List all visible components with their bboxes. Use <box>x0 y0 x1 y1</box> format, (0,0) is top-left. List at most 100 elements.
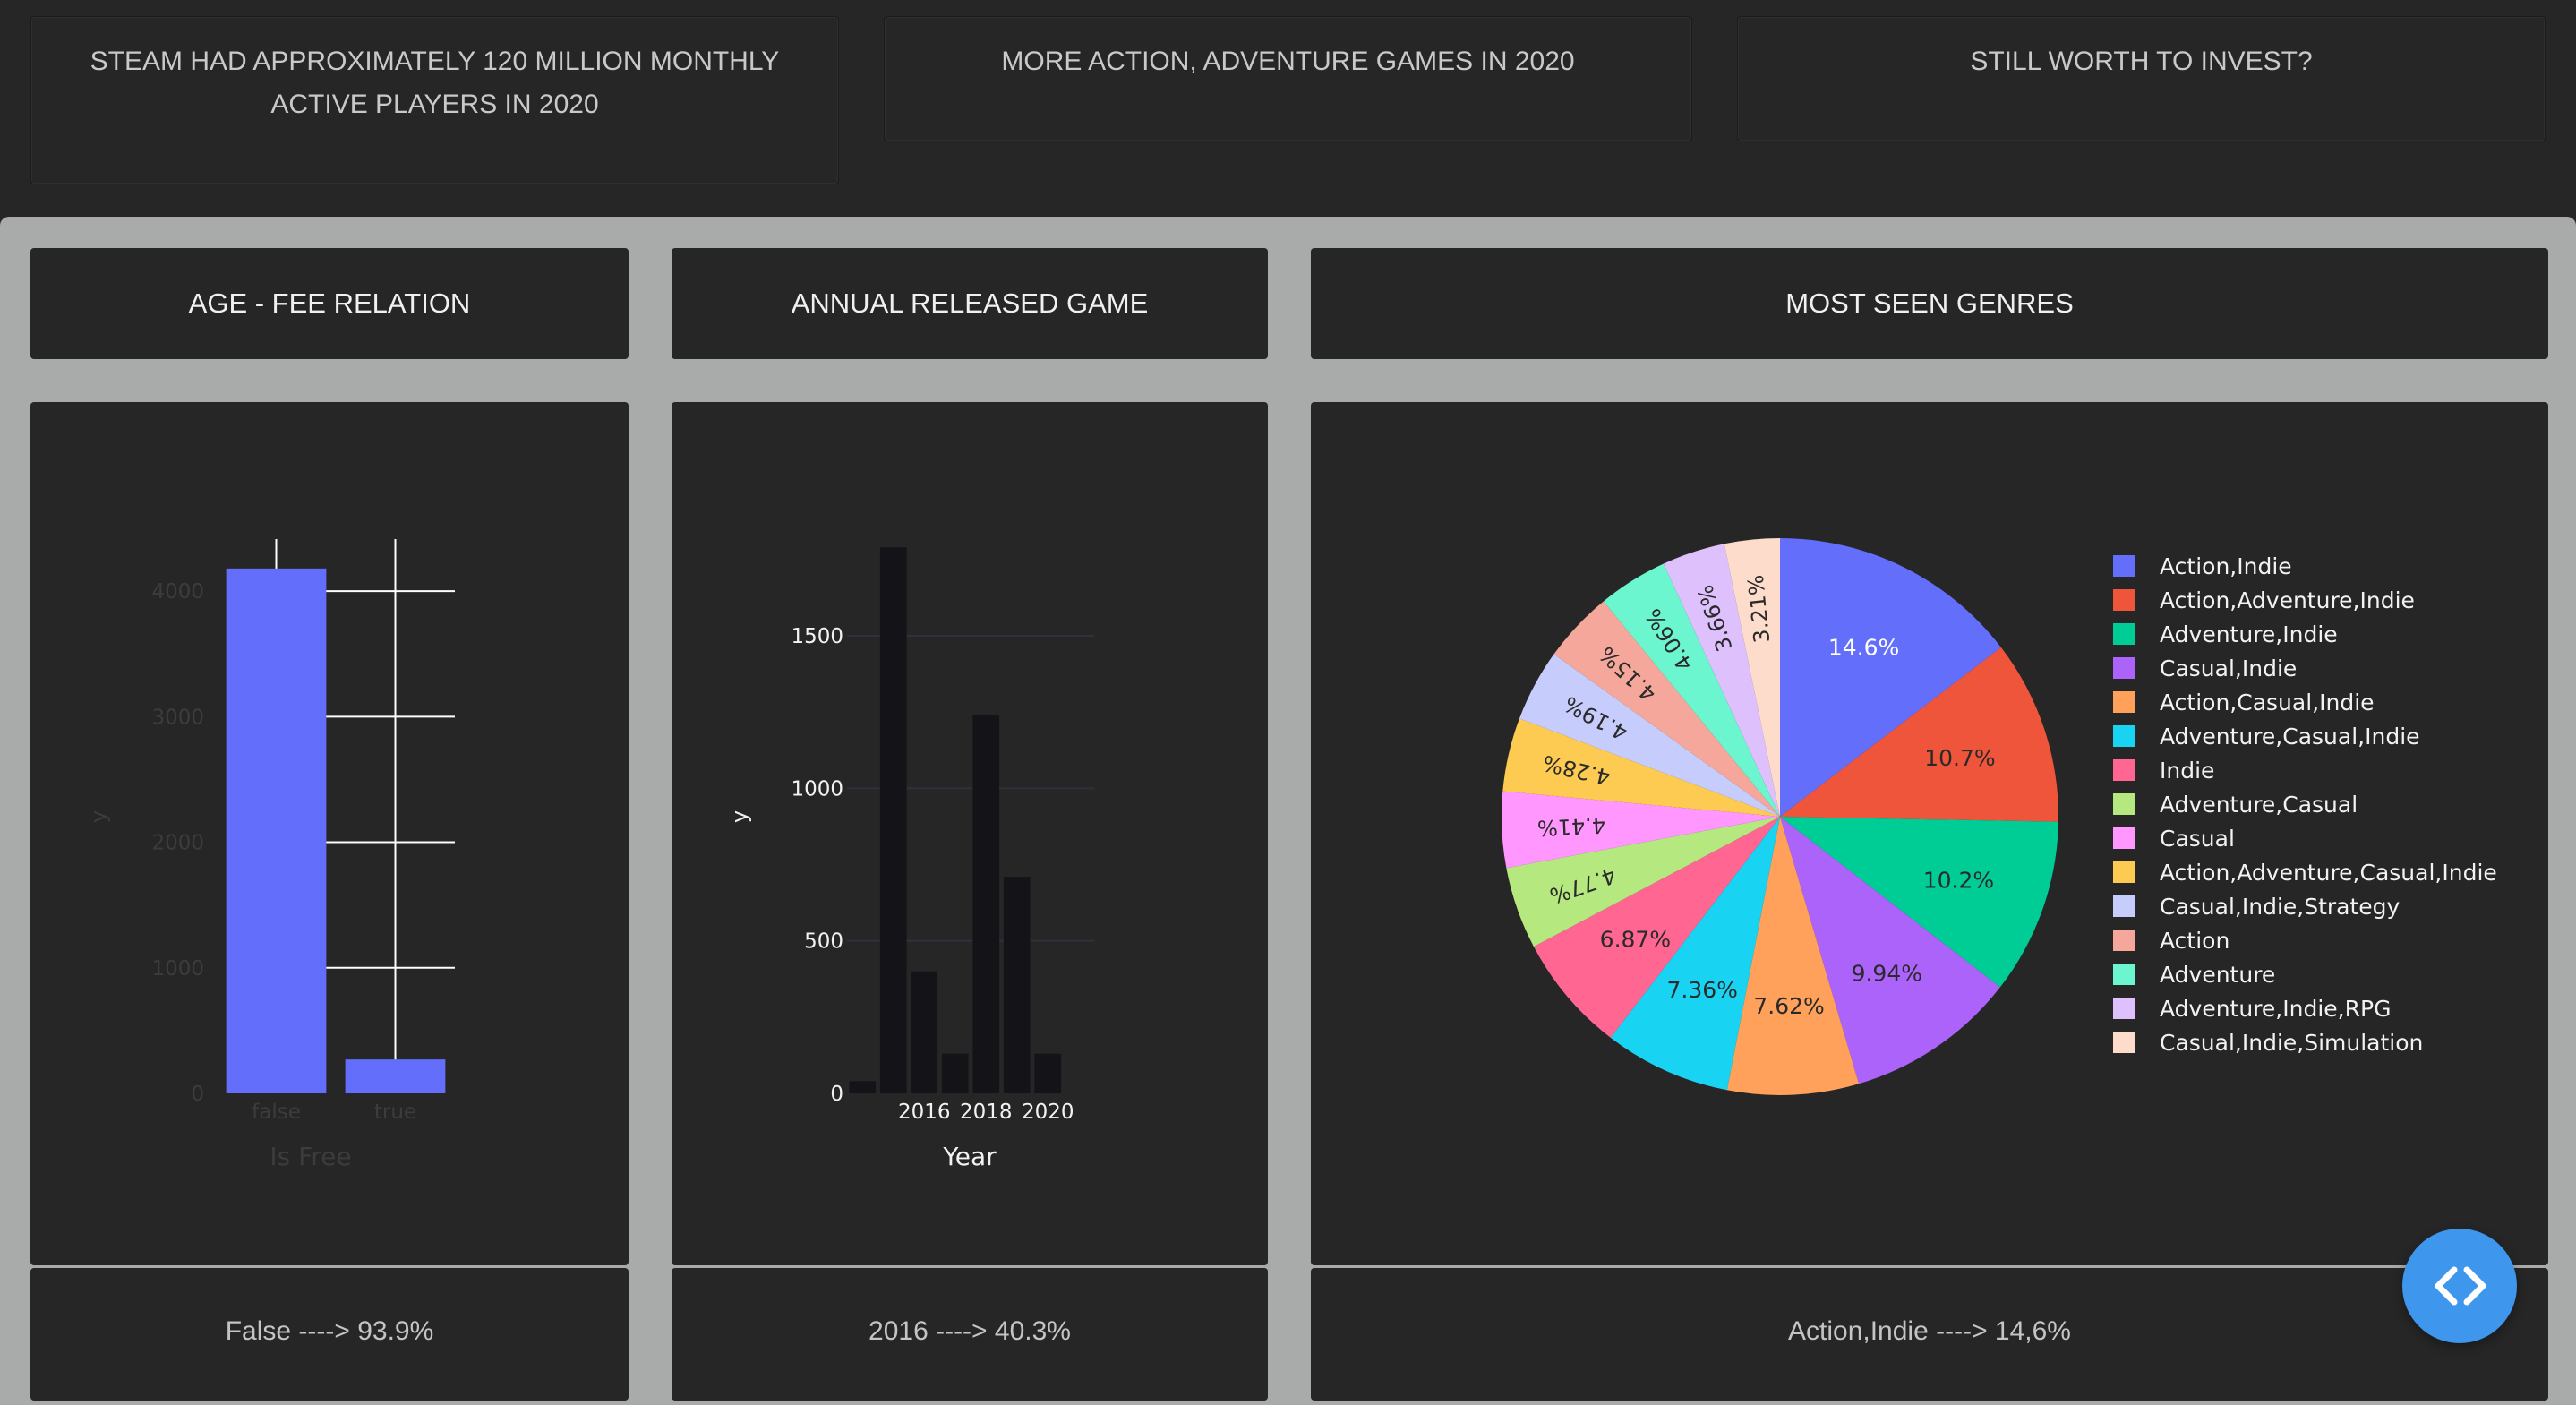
pie-slice-2 <box>1780 647 2058 822</box>
legend-swatch <box>2113 725 2135 747</box>
legend-swatch <box>2113 589 2135 611</box>
headline-line-2: ACTIVE PLAYERS IN 2020 <box>270 90 599 119</box>
annual-title-panel: ANNUAL RELEASED GAME <box>672 248 1268 359</box>
pie-slice-7 <box>1533 817 1780 1038</box>
y-tick-label: 1000 <box>791 777 843 801</box>
legend-label: Adventure,Indie,RPG <box>2160 996 2391 1022</box>
legend-label: Action,Casual,Indie <box>2160 690 2375 715</box>
y-tick-label: 4000 <box>151 580 204 604</box>
headline-line-1: STILL WORTH TO INVEST? <box>1970 47 2313 76</box>
y-tick-label: 3000 <box>151 706 204 729</box>
legend-label: Casual <box>2160 826 2235 852</box>
pie-value-label: 7.62% <box>1753 993 1824 1019</box>
x-axis-title: Year <box>942 1142 997 1171</box>
annual-chart-panel: 0 500 1000 1500 2016 2018 2020 Year y <box>672 402 1268 1265</box>
pie-slice-12 <box>1553 601 1780 817</box>
legend-label: Adventure <box>2160 962 2275 988</box>
x-tick-label: 2018 <box>960 1101 1013 1124</box>
pie-slice-9 <box>1502 791 1780 869</box>
pie-value-label: 6.87% <box>1600 926 1671 952</box>
age-fee-summary: False ----> 93.9% <box>225 1316 434 1346</box>
legend-label: Adventure,Casual <box>2160 792 2358 818</box>
code-toggle-button[interactable] <box>2402 1229 2517 1343</box>
legend-label: Adventure,Indie <box>2160 621 2338 647</box>
pie-slice-15 <box>1724 538 1780 817</box>
legend-label: Indie <box>2160 758 2214 784</box>
age-fee-title: AGE - FEE RELATION <box>188 287 471 319</box>
x-axis-title: Is Free <box>270 1142 351 1171</box>
bar-year-2016 <box>911 971 938 1093</box>
legend-swatch <box>2113 998 2135 1019</box>
pie-slice-14 <box>1663 544 1780 817</box>
pie-slice-13 <box>1603 563 1780 817</box>
y-axis-title: y <box>727 810 752 823</box>
genres-pie-chart[interactable]: 14.6%10.7%10.2%9.94%7.62%7.36%6.87%4.77%… <box>1311 402 2548 1265</box>
legend-swatch <box>2113 827 2135 849</box>
legend-swatch <box>2113 1032 2135 1053</box>
y-tick-label: 0 <box>191 1083 204 1106</box>
pie-slice-6 <box>1610 817 1780 1091</box>
age-fee-chart-panel: 0 1000 2000 3000 4000 false true Is Free y <box>30 402 629 1265</box>
bar-year-2019 <box>1003 877 1031 1093</box>
legend-swatch <box>2113 555 2135 577</box>
x-tick-label: 2016 <box>898 1101 951 1124</box>
annual-summary: 2016 ----> 40.3% <box>869 1316 1071 1346</box>
age-fee-footer-panel: False ----> 93.9% <box>30 1268 629 1401</box>
legend-label: Casual,Indie,Simulation <box>2160 1030 2423 1056</box>
x-tick-label: false <box>252 1101 301 1124</box>
pie-slice-11 <box>1519 654 1780 817</box>
pie-value-label: 10.2% <box>1923 867 1994 893</box>
bar-false <box>226 568 327 1093</box>
bar-year-2018 <box>972 715 1000 1093</box>
legend-swatch <box>2113 759 2135 781</box>
legend-label: Casual,Indie <box>2160 655 2297 681</box>
y-axis-title: y <box>86 810 111 823</box>
age-fee-bar-chart[interactable]: 0 1000 2000 3000 4000 false true Is Free y <box>30 402 629 1265</box>
age-fee-title-panel: AGE - FEE RELATION <box>30 248 629 359</box>
legend-label: Action,Adventure,Indie <box>2160 587 2415 613</box>
pie-slice-4 <box>1780 817 2000 1084</box>
legend-label: Action <box>2160 928 2229 954</box>
legend-label: Action,Indie <box>2160 553 2292 579</box>
genres-summary: Action,Indie ----> 14,6% <box>1788 1316 2071 1346</box>
bar-year-2017 <box>941 1053 969 1093</box>
code-brackets-icon <box>2435 1266 2486 1306</box>
headline-card-invest: STILL WORTH TO INVEST? <box>1737 16 2546 141</box>
pie-slice-5 <box>1726 817 1860 1095</box>
pie-slice-1 <box>1780 538 2001 817</box>
pie-value-label: 9.94% <box>1852 961 1922 987</box>
genres-title-panel: MOST SEEN GENRES <box>1311 248 2548 359</box>
genres-title: MOST SEEN GENRES <box>1785 287 2074 319</box>
pie-slice-10 <box>1502 718 1780 817</box>
y-tick-label: 1500 <box>791 625 843 648</box>
pie-value-label: 10.7% <box>1924 745 1995 771</box>
annual-footer-panel: 2016 ----> 40.3% <box>672 1268 1268 1401</box>
bar-year-2015 <box>879 547 907 1093</box>
x-tick-label: true <box>374 1101 416 1124</box>
genres-footer-panel: Action,Indie ----> 14,6% <box>1311 1268 2548 1401</box>
legend-swatch <box>2113 964 2135 985</box>
pie-value-label: 4.41% <box>1536 812 1605 841</box>
bar-true <box>345 1059 446 1093</box>
legend-swatch <box>2113 930 2135 951</box>
y-tick-label: 1000 <box>151 957 204 981</box>
headline-card-players: STEAM HAD APPROXIMATELY 120 MILLION MONT… <box>30 16 839 184</box>
y-tick-label: 2000 <box>151 832 204 855</box>
pie-slice-3 <box>1780 817 2058 988</box>
headline-line-1: MORE ACTION, ADVENTURE GAMES IN 2020 <box>1001 47 1575 76</box>
y-tick-label: 500 <box>804 930 843 954</box>
legend-label: Action,Adventure,Casual,Indie <box>2160 860 2497 886</box>
annual-bar-chart[interactable]: 0 500 1000 1500 2016 2018 2020 Year y <box>672 402 1268 1265</box>
bar-year-2020 <box>1034 1053 1062 1093</box>
pie-value-label: 7.36% <box>1667 977 1738 1003</box>
legend-swatch <box>2113 793 2135 815</box>
y-tick-label: 0 <box>830 1083 843 1106</box>
pie-slice-8 <box>1506 817 1780 947</box>
headline-card-genres: MORE ACTION, ADVENTURE GAMES IN 2020 <box>884 16 1692 141</box>
pie-value-label: 14.6% <box>1828 634 1899 660</box>
x-tick-label: 2020 <box>1022 1101 1074 1124</box>
legend-swatch <box>2113 691 2135 713</box>
legend-swatch <box>2113 861 2135 883</box>
legend-label: Casual,Indie,Strategy <box>2160 894 2401 920</box>
annual-title: ANNUAL RELEASED GAME <box>791 287 1149 319</box>
